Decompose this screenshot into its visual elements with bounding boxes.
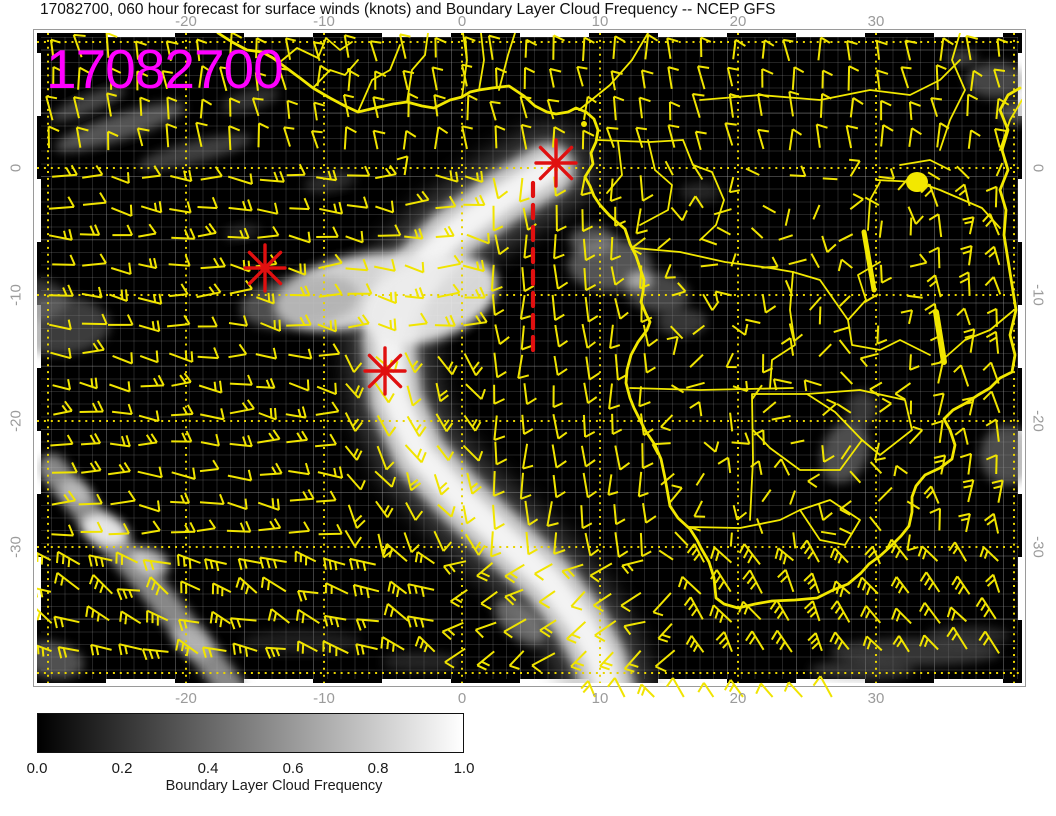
- colorbar-gradient: [37, 713, 464, 753]
- map-area: [33, 29, 1026, 687]
- colorbar-tick-label: 0.0: [26, 760, 48, 777]
- axis-tick-label: 20: [729, 690, 747, 707]
- axis-tick-label: 0: [457, 13, 467, 30]
- axis-tick-label: -30: [1029, 536, 1047, 558]
- axis-tick-label: -10: [7, 284, 25, 306]
- axis-tick-label: 10: [591, 13, 609, 30]
- plot-title: 17082700, 060 hour forecast for surface …: [40, 1, 776, 18]
- colorbar-tick-label: 0.8: [367, 760, 389, 777]
- axis-tick-label: 0: [7, 163, 25, 173]
- axis-tick-label: 30: [867, 690, 885, 707]
- colorbar-caption: Boundary Layer Cloud Frequency: [165, 778, 383, 794]
- timestamp-label: 17082700: [46, 38, 284, 100]
- colorbar-tick-label: 0.6: [282, 760, 304, 777]
- axis-tick-label: -30: [7, 536, 25, 558]
- map-border-left: [37, 33, 41, 683]
- axis-tick-label: 10: [591, 690, 609, 707]
- axis-tick-label: -20: [1029, 410, 1047, 432]
- colorbar-tick-label: 1.0: [453, 760, 475, 777]
- map-border-right: [1018, 33, 1022, 683]
- axis-tick-label: -20: [175, 13, 197, 30]
- axis-tick-label: 0: [457, 690, 467, 707]
- axis-tick-label: -20: [175, 690, 197, 707]
- axis-tick-label: 30: [867, 13, 885, 30]
- axis-tick-label: 20: [729, 13, 747, 30]
- map-border-top: [37, 33, 1022, 37]
- colorbar-tick-label: 0.2: [111, 760, 133, 777]
- axis-tick-label: -20: [7, 410, 25, 432]
- axis-tick-label: -10: [313, 13, 335, 30]
- colorbar-tick-label: 0.4: [197, 760, 219, 777]
- axis-tick-label: -10: [1029, 284, 1047, 306]
- map-border-bottom: [37, 679, 1022, 683]
- axis-tick-label: -10: [313, 690, 335, 707]
- axis-tick-label: 0: [1029, 163, 1047, 173]
